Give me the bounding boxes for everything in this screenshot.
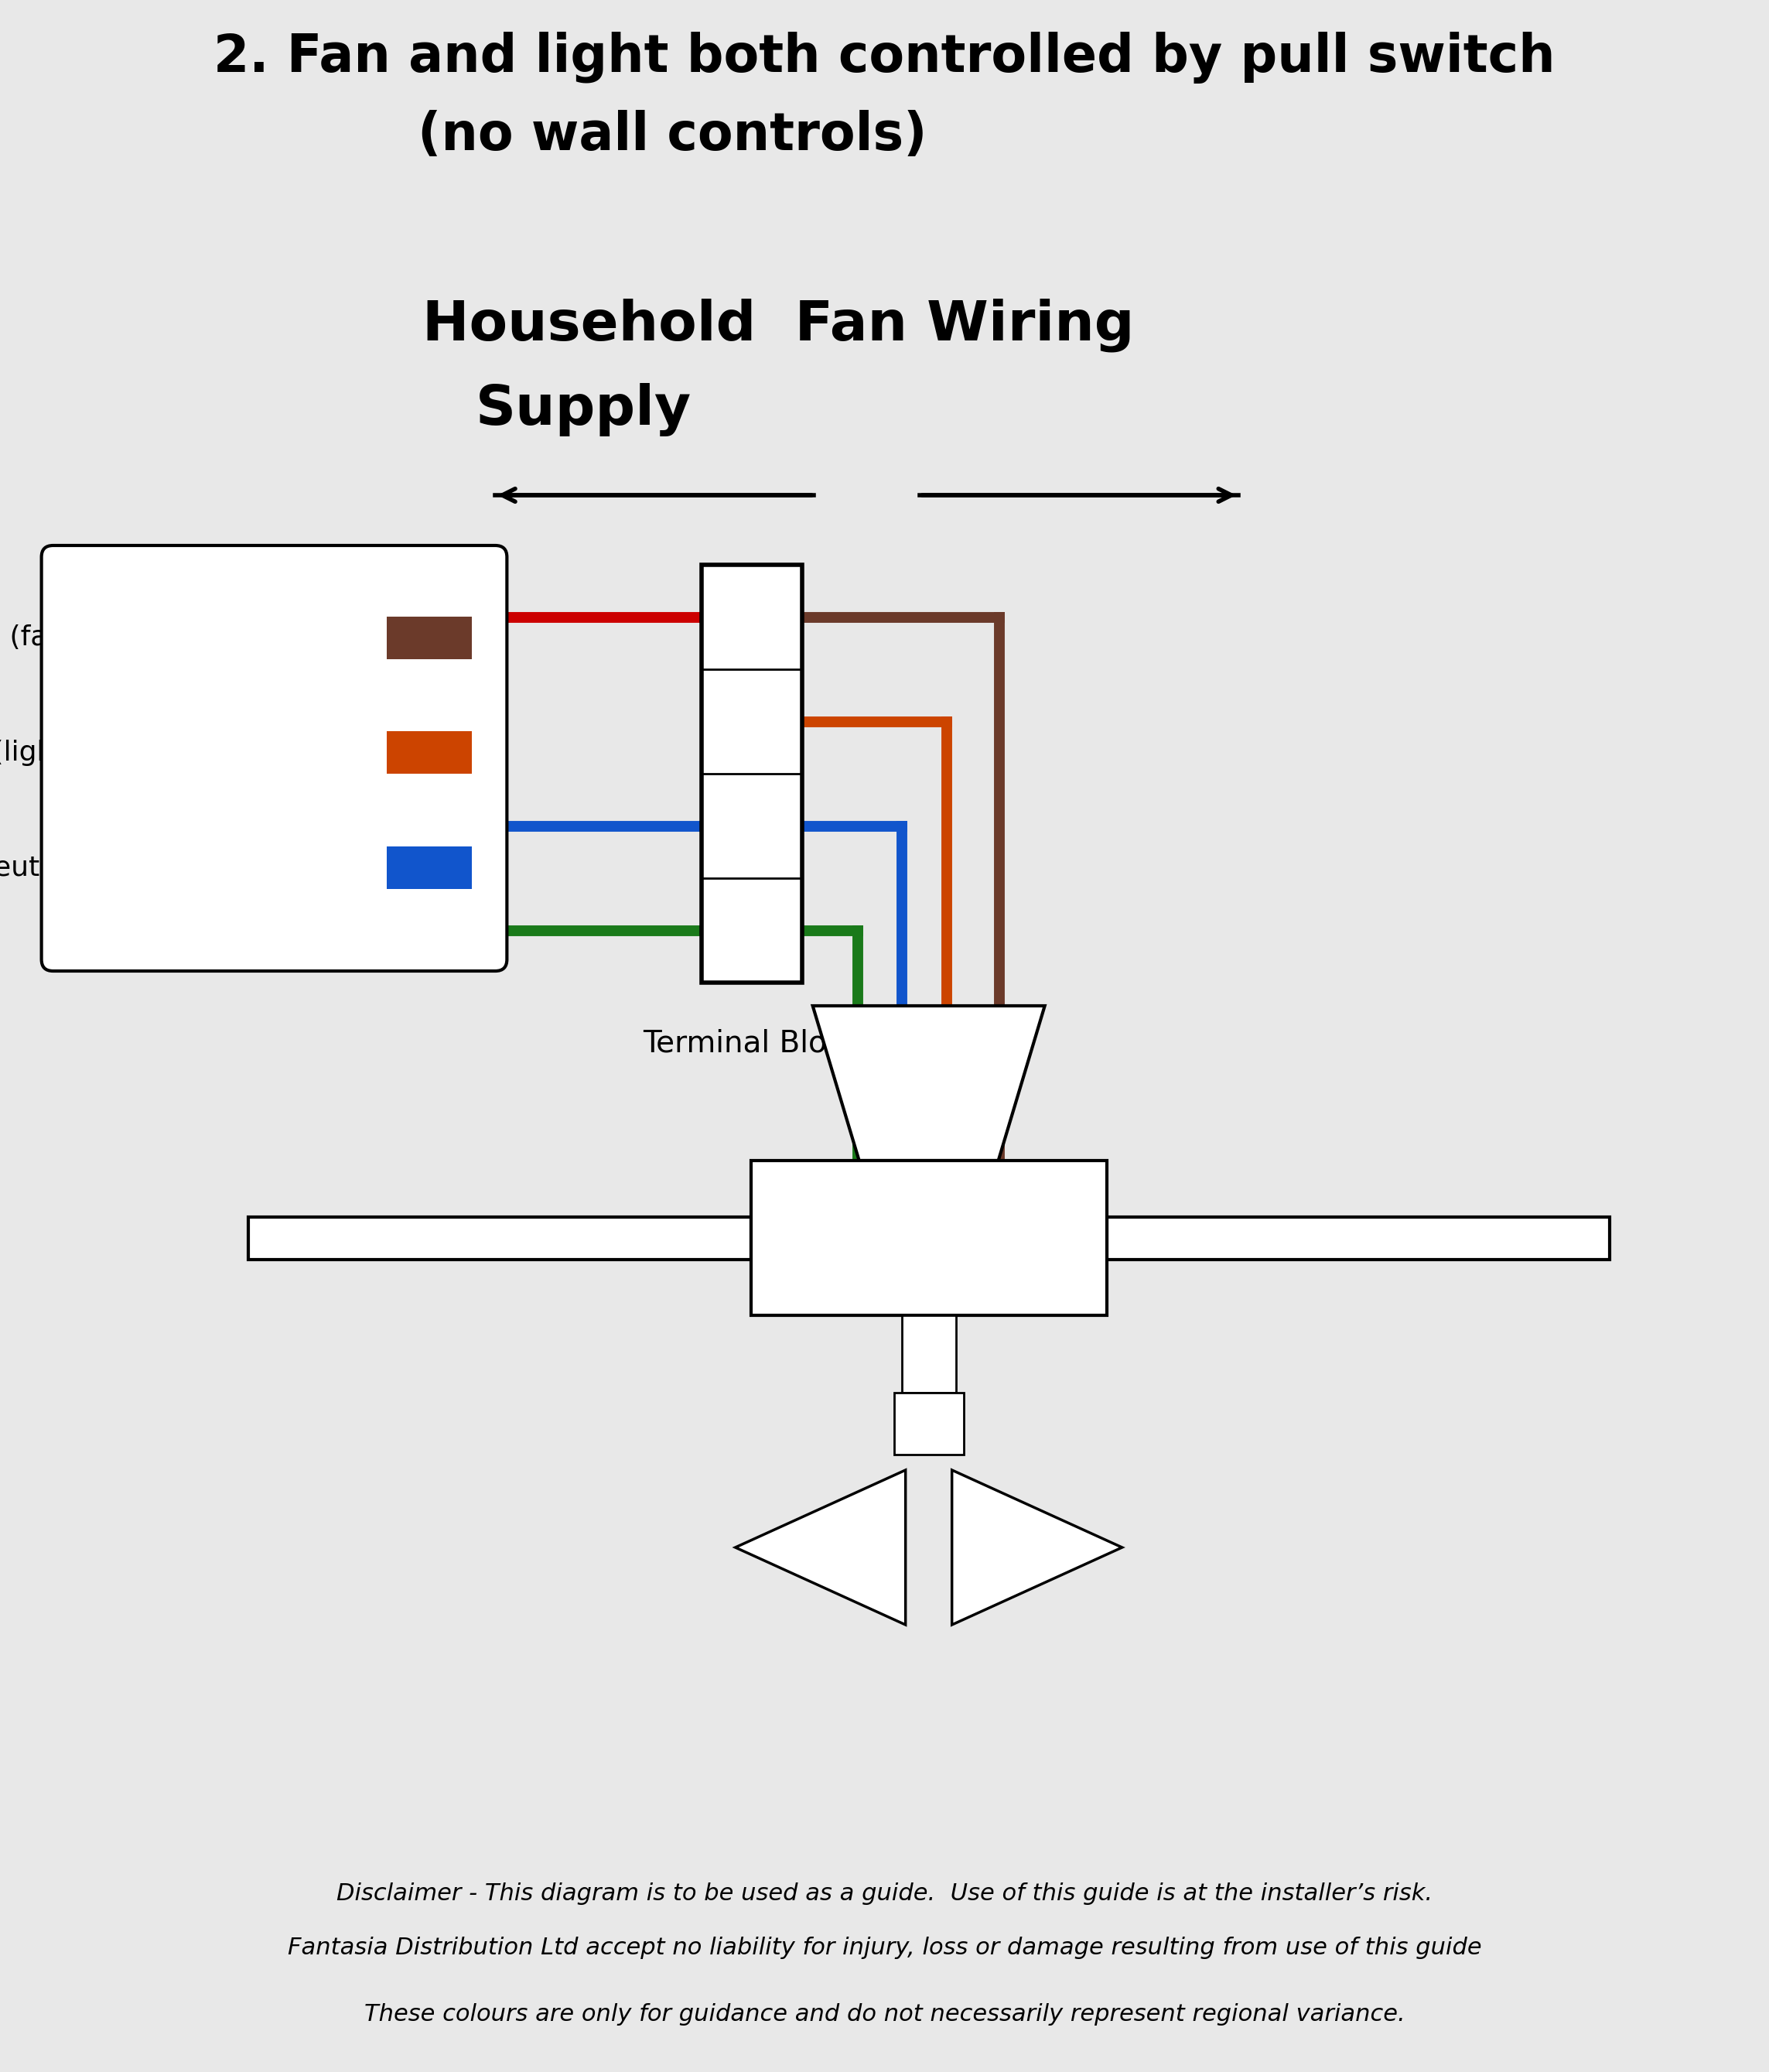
Bar <box>387 731 472 773</box>
Text: L: L <box>283 586 318 649</box>
FancyBboxPatch shape <box>41 545 508 972</box>
Text: Disclaimer - This diagram is to be used as a guide.  Use of this guide is at the: Disclaimer - This diagram is to be used … <box>336 1883 1433 1906</box>
Bar <box>893 1392 964 1455</box>
Bar <box>750 1160 1107 1316</box>
Text: E≡: E≡ <box>731 918 773 943</box>
Bar <box>902 1316 955 1392</box>
Text: N: N <box>276 794 325 858</box>
Text: Supply: Supply <box>476 383 692 437</box>
Text: Live supply (light): Live supply (light) <box>0 740 76 767</box>
Text: L1: L1 <box>732 603 771 630</box>
Text: These colours are only for guidance and do not necessarily represent regional va: These colours are only for guidance and … <box>364 2004 1405 2024</box>
Polygon shape <box>812 1005 1045 1160</box>
Bar <box>387 845 472 889</box>
Text: Terminal Block: Terminal Block <box>642 1030 862 1059</box>
Bar <box>387 615 472 659</box>
Polygon shape <box>952 1469 1122 1624</box>
Text: 2. Fan and light both controlled by pull switch: 2. Fan and light both controlled by pull… <box>214 31 1555 85</box>
Text: E: E <box>280 899 322 961</box>
Bar <box>248 1216 750 1260</box>
Text: L2: L2 <box>732 709 771 736</box>
Text: Fantasia Distribution Ltd accept no liability for injury, loss or damage resulti: Fantasia Distribution Ltd accept no liab… <box>288 1937 1481 1960</box>
Text: N: N <box>739 812 764 839</box>
Text: (no wall controls): (no wall controls) <box>417 110 927 162</box>
Bar <box>702 566 801 982</box>
Polygon shape <box>736 1469 906 1624</box>
Bar <box>1107 1216 1610 1260</box>
Text: Household  Fan Wiring: Household Fan Wiring <box>423 298 1134 352</box>
Text: Neutral: Neutral <box>0 854 76 881</box>
Text: Live supply (fan): Live supply (fan) <box>0 624 76 651</box>
